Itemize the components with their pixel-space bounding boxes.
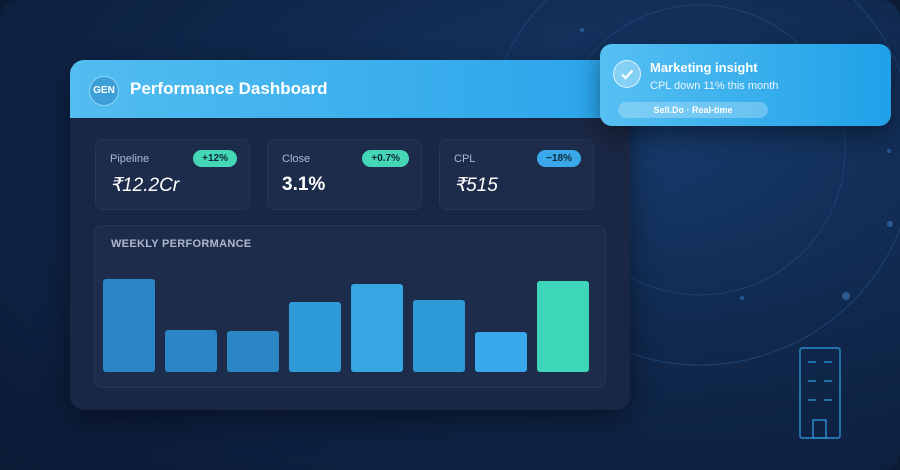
kpi-card: Close +0.7% 3.1% [267, 139, 422, 210]
bar [413, 300, 465, 372]
kpi-value: ₹515 [454, 175, 498, 196]
bar [351, 284, 403, 372]
bar [537, 281, 589, 372]
notification-tag: Sell.Do · Real-time [618, 102, 768, 118]
kpi-label: Pipeline [110, 153, 150, 165]
notification-title: Marketing insight [650, 60, 758, 75]
badge: GEN [89, 76, 119, 106]
chart-title: WEEKLY PERFORMANCE [111, 238, 252, 250]
kpi-label: CPL [454, 153, 476, 165]
notification[interactable]: Marketing insight CPL down 11% this mont… [600, 44, 891, 126]
bar [165, 330, 217, 372]
kpi-delta: +0.7% [362, 150, 409, 167]
kpi-delta: +12% [193, 150, 237, 167]
kpi-card: CPL −18% ₹515 [439, 139, 594, 210]
kpi-value: 3.1% [282, 174, 326, 195]
bar [227, 331, 279, 372]
chart-panel: WEEKLY PERFORMANCE [94, 225, 606, 388]
card-header: GEN Performance Dashboard [70, 60, 630, 118]
chart [103, 279, 589, 372]
kpi-card: Pipeline +12% ₹12.2Cr [95, 139, 250, 210]
card-title: Performance Dashboard [130, 79, 328, 98]
check-icon [613, 60, 641, 88]
bar [475, 332, 527, 372]
notification-text: CPL down 11% this month [650, 80, 779, 92]
kpi-delta: −18% [537, 150, 581, 167]
bar [289, 302, 341, 372]
dashboard-card: GEN Performance Dashboard WEEKLY PERFORM… [70, 60, 630, 410]
kpi-value: ₹12.2Cr [110, 175, 180, 196]
kpi-label: Close [282, 153, 311, 165]
bar [103, 279, 155, 372]
